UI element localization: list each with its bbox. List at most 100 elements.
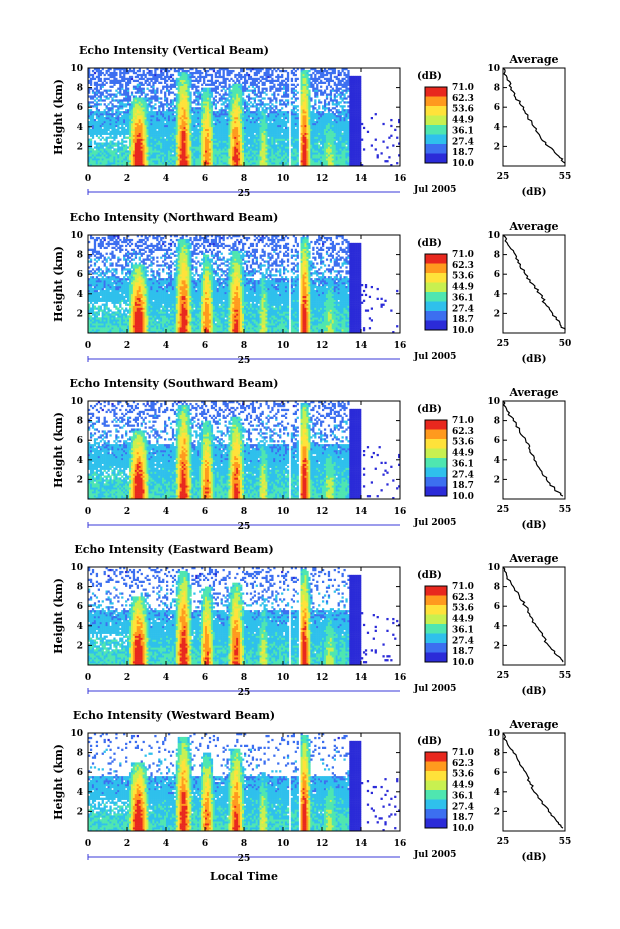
- y-tick-label: 8: [77, 84, 83, 94]
- avg-y-tick-label: 2: [494, 309, 500, 319]
- avg-y-tick-label: 10: [487, 563, 500, 573]
- avg-y-tick-label: 2: [494, 142, 500, 152]
- average-frame: [503, 567, 565, 665]
- day-label: 25: [238, 854, 251, 864]
- panel-2: Echo Intensity (Southward Beam)0 2 4 6 8 10 12…: [52, 377, 571, 532]
- x-axis-label: Local Time: [210, 870, 278, 883]
- colorbar-segment: [425, 781, 447, 791]
- x-tick-label: 14: [355, 839, 368, 849]
- avg-x-tick-label: 25: [497, 671, 510, 681]
- x-tick-label: 2: [124, 507, 130, 517]
- colorbar-label: 36.1: [452, 293, 474, 303]
- x-tick-label: 8: [241, 673, 247, 683]
- x-tick-label: 14: [355, 174, 368, 184]
- avg-y-tick-label: 6: [494, 270, 500, 280]
- avg-x-tick-label: 50: [559, 339, 572, 349]
- y-tick-label: 10: [70, 397, 83, 407]
- avg-y-tick-label: 2: [494, 475, 500, 485]
- average-xlabel: (dB): [522, 354, 547, 365]
- x-tick-label: 2: [124, 839, 130, 849]
- average-line: [503, 733, 563, 828]
- y-tick-label: 4: [77, 622, 83, 632]
- average-line: [503, 235, 565, 330]
- colorbar-label: 36.1: [452, 791, 474, 801]
- colorbar-segment: [425, 624, 447, 634]
- avg-y-tick-label: 4: [494, 622, 500, 632]
- colorbar-segment: [425, 439, 447, 449]
- colorbar-label: 53.6: [452, 272, 474, 282]
- average-xlabel: (dB): [522, 187, 547, 198]
- colorbar-label: 62.3: [452, 593, 474, 603]
- x-tick-label: 10: [277, 673, 290, 683]
- avg-y-tick-label: 6: [494, 436, 500, 446]
- colorbar-label: 71.0: [452, 748, 474, 758]
- colorbar-label: 44.9: [452, 116, 474, 126]
- y-tick-label: 6: [77, 768, 83, 778]
- y-tick-label: 8: [77, 583, 83, 593]
- y-tick-label: 6: [77, 602, 83, 612]
- colorbar-segment: [425, 800, 447, 810]
- x-tick-label: 10: [277, 174, 290, 184]
- colorbar-label: 18.7: [452, 813, 474, 823]
- x-tick-label: 8: [241, 341, 247, 351]
- avg-y-tick-label: 10: [487, 729, 500, 739]
- x-tick-label: 4: [163, 839, 169, 849]
- x-tick-label: 4: [163, 174, 169, 184]
- colorbar-label: 53.6: [452, 105, 474, 115]
- y-tick-label: 6: [77, 436, 83, 446]
- average-title: Average: [508, 552, 558, 565]
- colorbar-segment: [425, 106, 447, 116]
- y-tick-label: 10: [70, 729, 83, 739]
- radar-echo-figure: Echo Intensity (Vertical Beam)0 2 4 6 8 10 12 1…: [0, 0, 620, 929]
- colorbar-segment: [425, 771, 447, 781]
- heatmap-cells: [88, 401, 400, 499]
- colorbar-label: 27.4: [452, 137, 474, 147]
- y-tick-label: 10: [70, 64, 83, 74]
- colorbar-segment: [425, 273, 447, 283]
- y-tick-label: 8: [77, 251, 83, 261]
- avg-x-tick-label: 55: [559, 837, 572, 847]
- colorbar-unit: (dB): [417, 570, 442, 581]
- colorbar-segment: [425, 283, 447, 293]
- average-xlabel: (dB): [522, 686, 547, 697]
- colorbar-label: 36.1: [452, 625, 474, 635]
- colorbar-segment: [425, 264, 447, 274]
- y-axis-label: Height (km): [52, 744, 65, 820]
- x-tick-label: 4: [163, 507, 169, 517]
- x-tick-label: 2: [124, 341, 130, 351]
- colorbar-label: 62.3: [452, 427, 474, 437]
- x-tick-label: 10: [277, 507, 290, 517]
- colorbar-segment: [425, 125, 447, 135]
- panel-title: Echo Intensity (Northward Beam): [70, 211, 279, 224]
- colorbar-label: 62.3: [452, 94, 474, 104]
- colorbar-segment: [425, 615, 447, 625]
- average-title: Average: [508, 53, 558, 66]
- avg-x-tick-label: 25: [497, 837, 510, 847]
- avg-y-tick-label: 2: [494, 641, 500, 651]
- colorbar-segment: [425, 586, 447, 596]
- heatmap-cells: [88, 68, 400, 166]
- x-tick-label: 12: [316, 341, 329, 351]
- y-tick-label: 6: [77, 270, 83, 280]
- colorbar-label: 53.6: [452, 770, 474, 780]
- y-tick-label: 2: [77, 807, 83, 817]
- x-tick-label: 4: [163, 341, 169, 351]
- colorbar-segment: [425, 321, 447, 331]
- colorbar-label: 10.0: [452, 492, 474, 502]
- avg-x-tick-label: 55: [559, 172, 572, 182]
- x-tick-label: 6: [202, 673, 208, 683]
- avg-y-tick-label: 10: [487, 397, 500, 407]
- avg-y-tick-label: 10: [487, 64, 500, 74]
- colorbar-segment: [425, 449, 447, 459]
- day-label: 25: [238, 189, 251, 199]
- average-xlabel: (dB): [522, 520, 547, 531]
- x-tick-label: 0: [85, 839, 91, 849]
- y-tick-label: 2: [77, 142, 83, 152]
- colorbar-segment: [425, 653, 447, 663]
- x-tick-label: 4: [163, 673, 169, 683]
- colorbar-label: 44.9: [452, 449, 474, 459]
- colorbar-label: 10.0: [452, 658, 474, 668]
- y-tick-label: 6: [77, 103, 83, 113]
- panel-title: Echo Intensity (Westward Beam): [73, 709, 275, 722]
